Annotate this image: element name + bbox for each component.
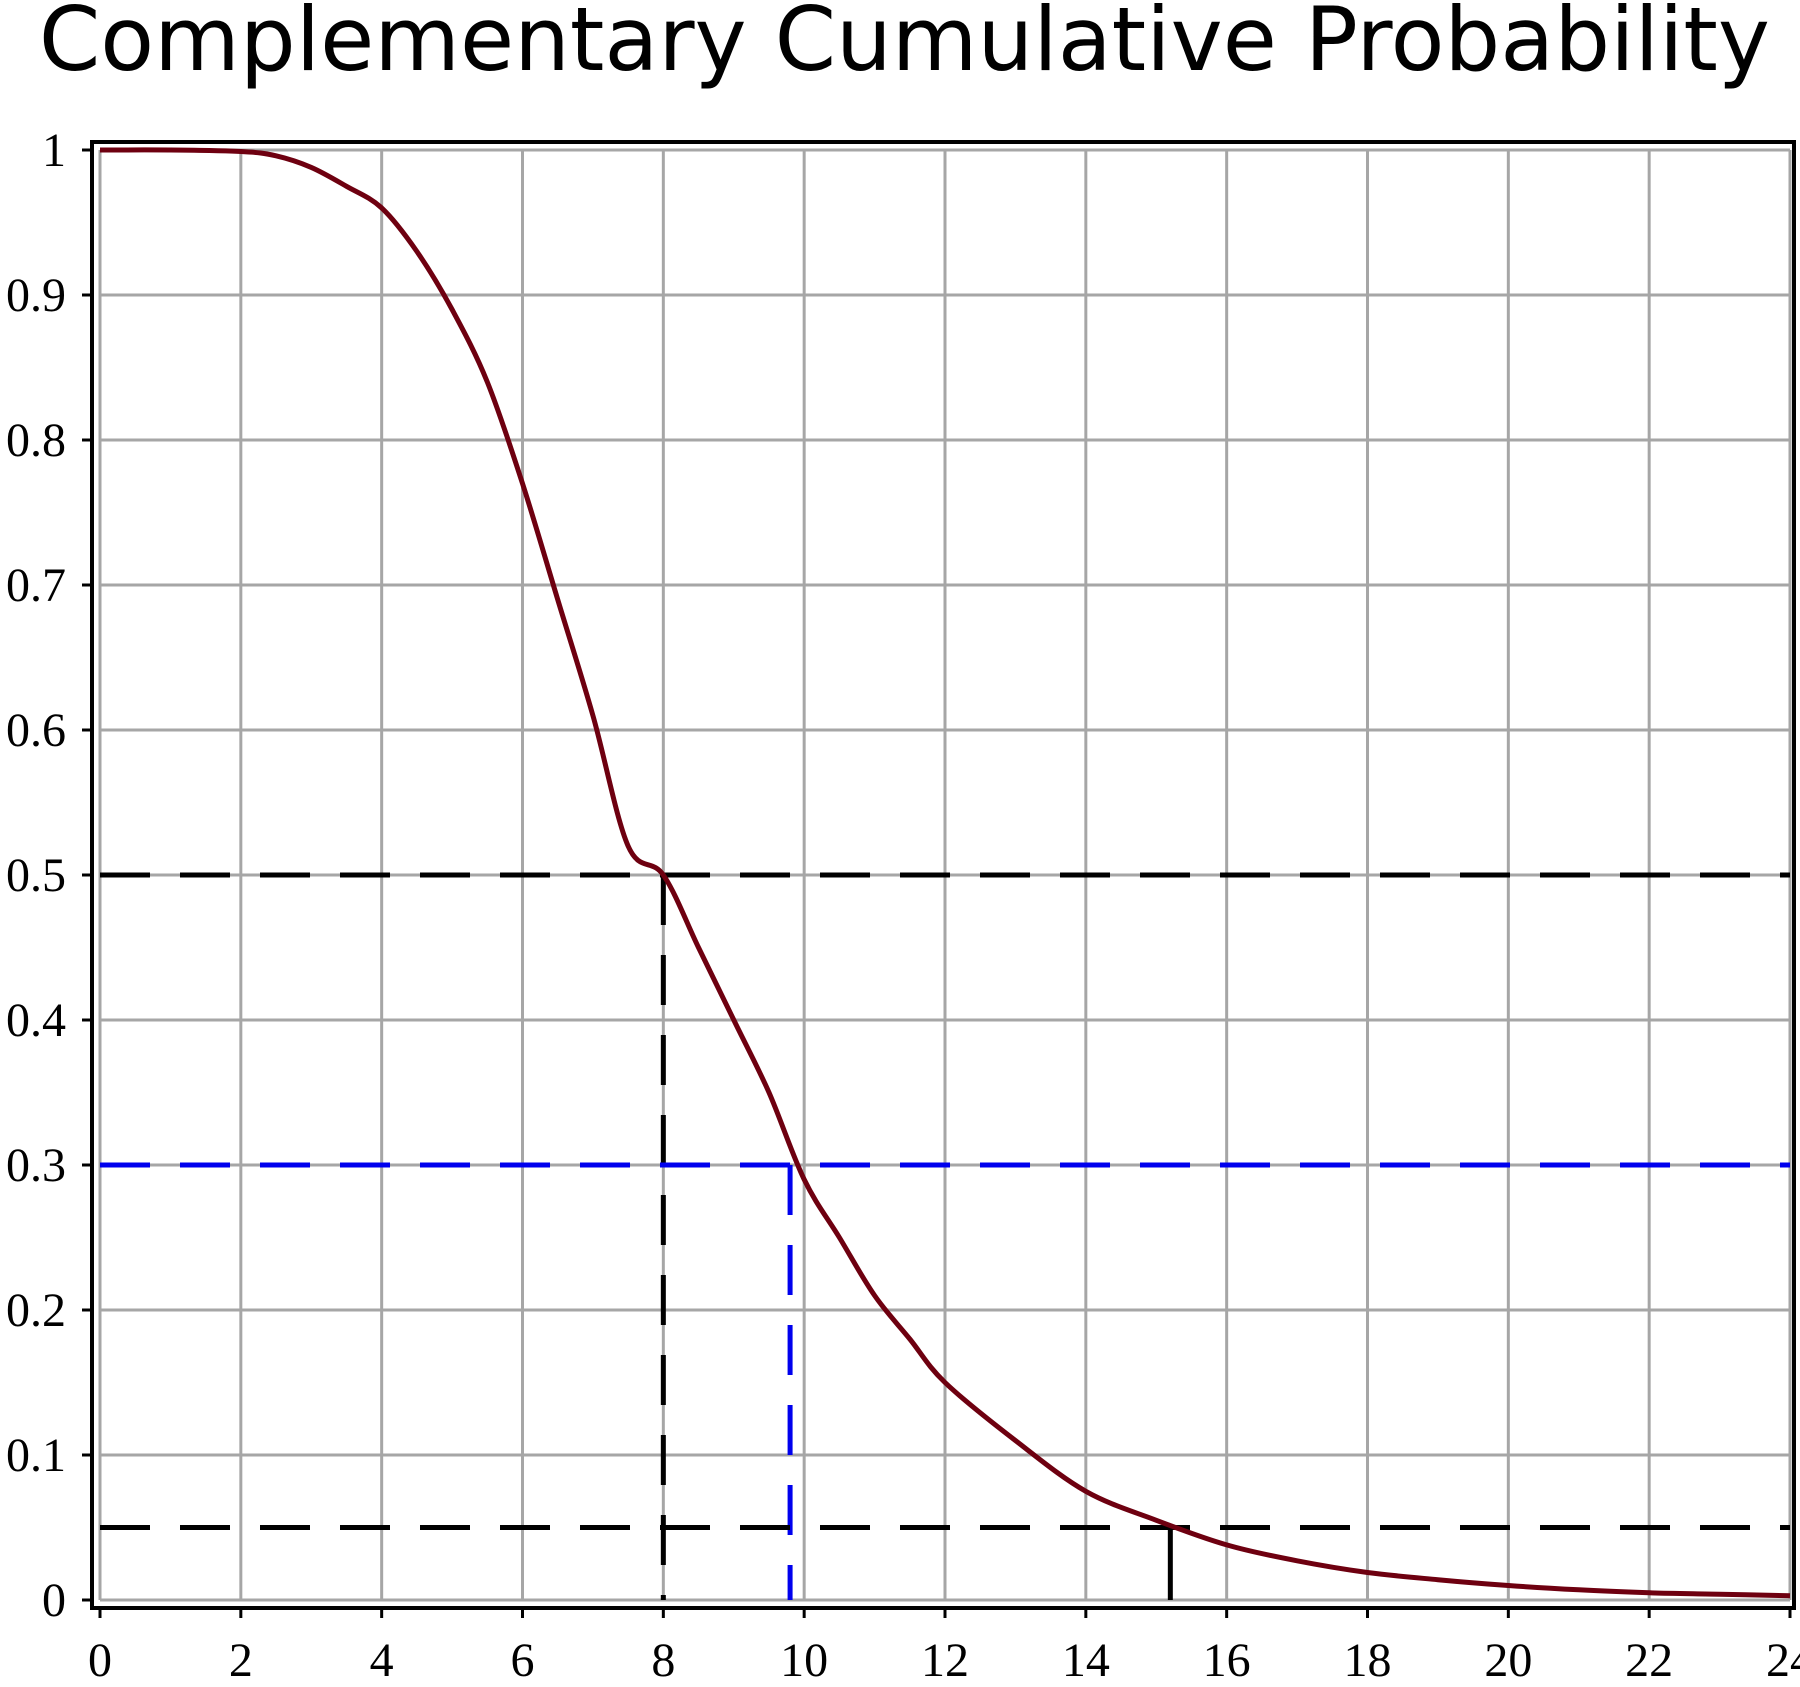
y-tick-label: 0 [42,1574,66,1627]
x-tick-label: 24 [1766,1634,1800,1687]
series-layer [99,147,1791,1599]
x-tick-label: 0 [88,1634,112,1687]
x-tick-label: 18 [1344,1634,1392,1687]
y-tick-label: 0.2 [6,1284,66,1337]
y-tick-label: 1 [42,124,66,177]
x-tick-label: 4 [370,1634,394,1687]
y-tick-label: 0.5 [6,849,66,902]
y-tick-label: 0.9 [6,269,66,322]
x-tick-label: 12 [921,1634,969,1687]
x-tick-label: 14 [1062,1634,1110,1687]
y-tick-label: 0.1 [6,1429,66,1482]
y-tick-label: 0.3 [6,1139,66,1192]
x-tick-label: 6 [511,1634,535,1687]
axis-layer: 02468101214161820222400.10.20.30.40.50.6… [6,124,1800,1687]
x-tick-label: 22 [1625,1634,1673,1687]
y-tick-label: 0.4 [6,994,66,1047]
series-line [99,147,1791,1599]
x-tick-label: 16 [1203,1634,1251,1687]
y-tick-label: 0.8 [6,414,66,467]
x-tick-label: 10 [780,1634,828,1687]
x-tick-label: 20 [1484,1634,1532,1687]
x-tick-label: 8 [651,1634,675,1687]
y-tick-label: 0.7 [6,559,66,612]
x-tick-label: 2 [229,1634,253,1687]
reference-lines-layer [100,872,1790,1600]
y-tick-label: 0.6 [6,704,66,757]
chart-title: Complementary Cumulative Probability [38,0,1770,91]
